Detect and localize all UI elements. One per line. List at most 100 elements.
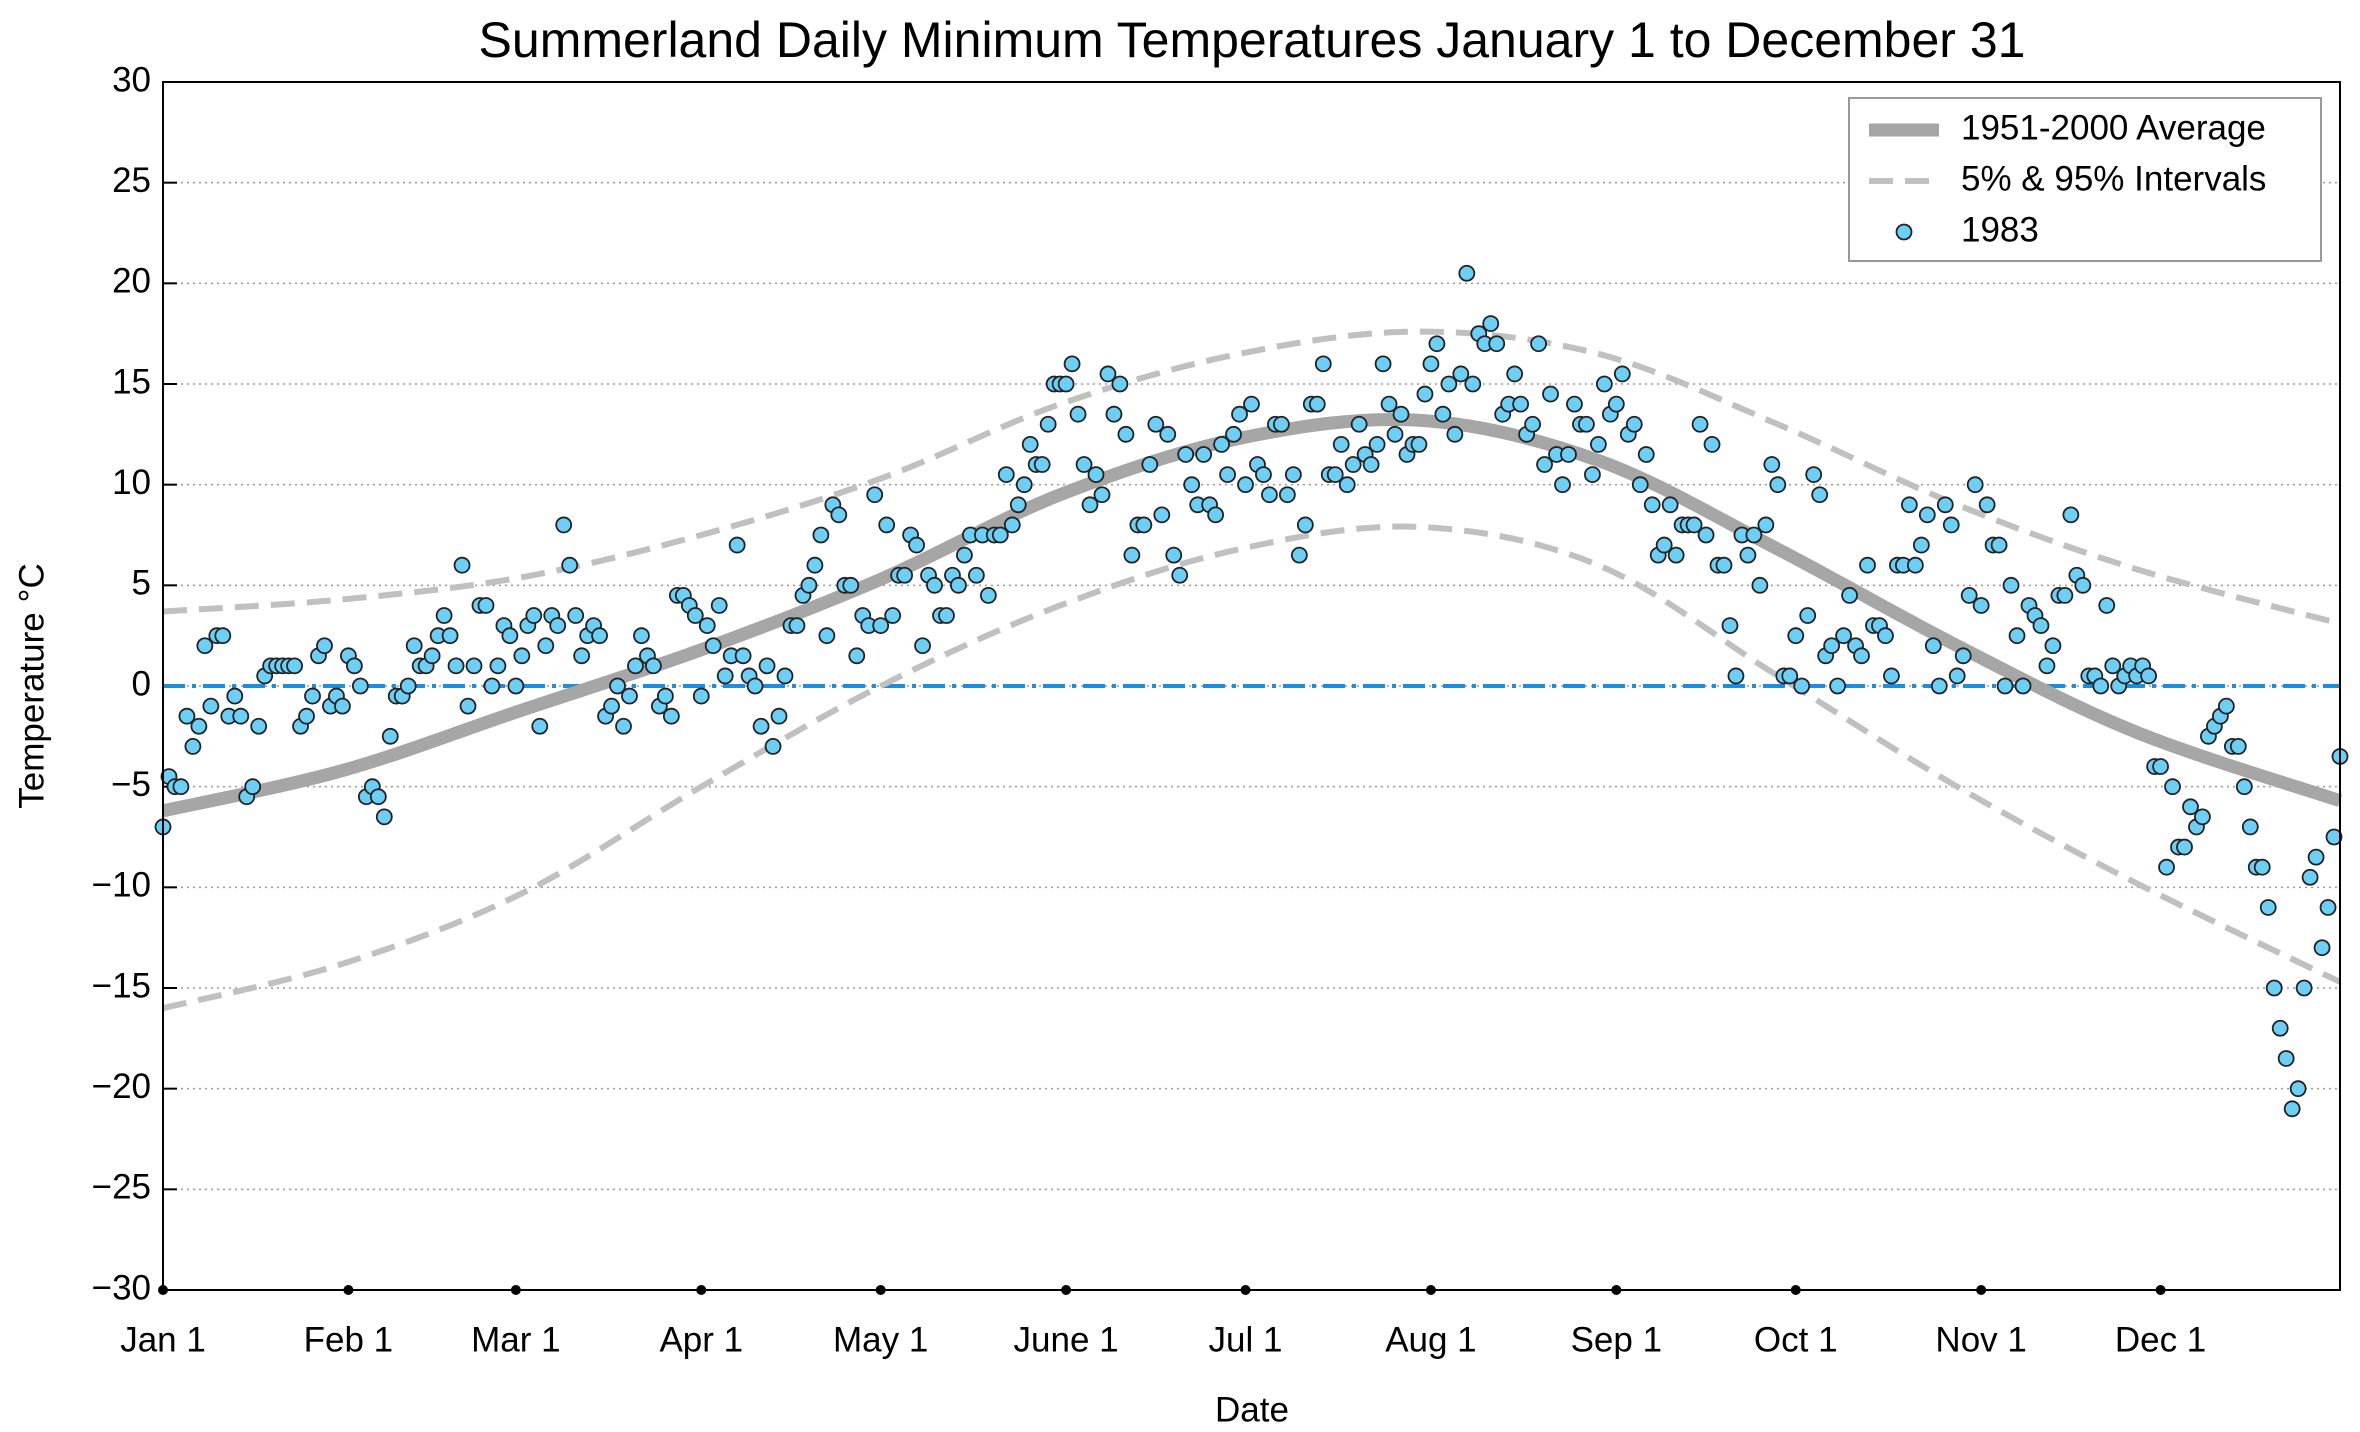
data-point [1386,425,1404,443]
y-tick-label: 5 [132,564,151,603]
legend-label: 1983 [1961,210,2039,249]
data-point [1942,516,1960,534]
data-point [1661,496,1679,514]
data-point [1763,456,1781,473]
data-point [1978,496,1996,514]
x-tick-label: Jan 1 [120,1320,206,1359]
data-point [2235,778,2253,796]
x-tick-label: Aug 1 [1385,1320,1476,1359]
data-point [1207,506,1225,524]
data-point [1482,315,1500,333]
data-point [812,526,830,544]
data-point [938,607,955,624]
x-tick [510,1285,521,1295]
data-point [956,546,973,564]
data-point [1410,435,1428,453]
data-point [549,617,567,634]
data-point [1093,486,1111,504]
data-point [1231,405,1248,423]
data-point [2008,627,2026,645]
data-point [2295,979,2313,997]
data-point [447,657,465,675]
data-point [1787,627,1805,645]
data-point [1607,395,1625,413]
data-point [967,566,985,584]
data-point [2289,1080,2307,1098]
data-point [1284,466,1302,484]
data-point [1392,405,1410,423]
data-point [1344,456,1362,473]
data-point [926,576,943,594]
x-tick [2155,1285,2166,1295]
data-point [435,607,453,624]
data-point [2032,617,2050,634]
x-tick [1611,1285,1622,1295]
legend-label: 5% & 95% Intervals [1961,159,2266,198]
data-point [531,717,549,735]
data-point [1972,597,1990,614]
data-point [369,788,387,806]
data-point [1278,486,1296,504]
data-point [1960,587,1978,604]
legend-label: 1951-2000 Average [1961,108,2266,147]
data-point [483,677,501,695]
data-point [1715,556,1733,574]
data-point [1781,667,1799,685]
data-point [2014,677,2032,695]
data-point [1948,667,1966,685]
x-tick-label: Mar 1 [471,1320,560,1359]
data-point [991,526,1009,544]
y-tick-label: −25 [92,1168,151,1207]
data-point [1853,647,1870,665]
data-point [1350,415,1368,433]
data-point [776,667,794,685]
data-point [2104,657,2122,675]
data-point [1805,466,1823,484]
data-point [908,536,925,554]
data-point [286,657,303,675]
data-point [1578,415,1595,433]
data-point [196,637,214,655]
data-point [1033,456,1051,473]
data-point [2074,576,2092,594]
data-point [848,647,866,665]
data-point [477,597,495,614]
data-point [1243,395,1260,413]
data-point [1255,466,1272,484]
data-point [830,506,848,524]
y-tick-label: 0 [132,664,151,703]
data-point [1883,667,1900,685]
data-point [1835,627,1852,645]
data-point [561,556,579,574]
y-tick-label: −5 [111,765,151,804]
data-point [627,657,644,675]
data-point [1111,375,1129,393]
data-point [633,627,650,645]
data-point [1021,435,1039,453]
x-tick-label: Feb 1 [304,1320,394,1359]
y-tick-label: 10 [112,463,151,502]
data-point [1924,637,1942,655]
data-point [399,677,417,695]
data-point [2217,697,2235,715]
data-point [1655,536,1673,554]
data-point [214,627,232,645]
interval-line [162,328,2341,627]
data-point [609,677,626,695]
y-tick-label: 30 [112,60,151,99]
data-point [1105,405,1123,423]
data-point [1685,516,1703,534]
data-point [1739,546,1757,564]
x-tick-label: Dec 1 [2115,1320,2206,1359]
data-point [1237,476,1254,494]
data-point [2277,1050,2295,1067]
x-tick [1425,1285,1436,1295]
data-point [603,697,620,715]
data-point [1506,365,1524,383]
data-point [1338,476,1356,494]
data-point [375,808,393,826]
data-point [710,597,728,614]
data-point [453,556,471,574]
data-point [2062,506,2080,524]
data-point [1147,415,1165,433]
